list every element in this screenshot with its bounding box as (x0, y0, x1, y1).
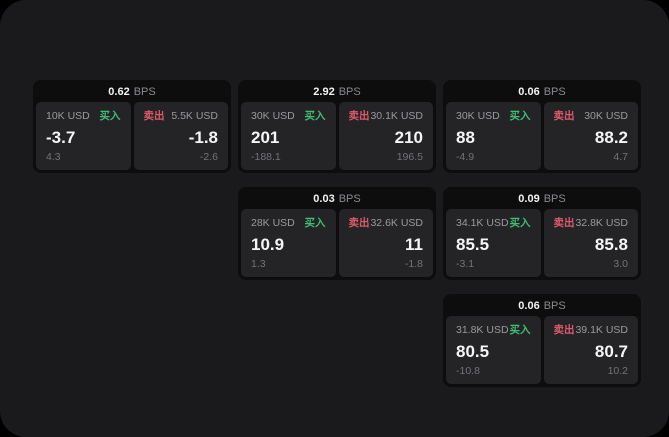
sell-sub-value: 196.5 (396, 151, 423, 163)
quote-panels: 10K USD 买入 -3.7 4.3 卖出 5.5K USD -1.8 -2.… (36, 102, 228, 170)
buy-sub-value: -4.9 (456, 151, 475, 163)
quote-card-grid: 0.62 BPS 10K USD 买入 -3.7 4.3 卖出 5.5K USD (33, 80, 641, 387)
buy-side-label: 买入 (509, 324, 531, 336)
sell-sub-value: 10.2 (607, 365, 628, 377)
bps-header: 2.92 BPS (241, 83, 433, 102)
buy-side-label: 买入 (304, 110, 326, 122)
sell-side-label: 卖出 (553, 110, 575, 122)
sell-panel[interactable]: 卖出 30.1K USD 210 196.5 (338, 102, 433, 170)
sell-sub-value: -1.8 (404, 258, 423, 270)
bps-value: 0.06 (518, 86, 540, 98)
sell-amount: 30.1K USD (370, 110, 423, 122)
sell-side-label: 卖出 (348, 217, 370, 229)
buy-panel[interactable]: 30K USD 买入 88 -4.9 (446, 102, 541, 170)
buy-panel[interactable]: 34.1K USD 买入 85.5 -3.1 (446, 209, 541, 277)
quote-card: 0.06 BPS 30K USD 买入 88 -4.9 卖出 30K USD (443, 80, 641, 173)
buy-side-label: 买入 (509, 110, 531, 122)
sell-sub-value: 3.0 (613, 258, 628, 270)
bps-header: 0.62 BPS (36, 83, 228, 102)
bps-header: 0.06 BPS (446, 83, 638, 102)
quote-panels: 34.1K USD 买入 85.5 -3.1 卖出 32.8K USD 85.8… (446, 209, 638, 277)
bps-unit: BPS (543, 193, 566, 205)
buy-value: 80.5 (456, 341, 490, 361)
bps-value: 0.62 (108, 86, 130, 98)
bps-value: 2.92 (313, 86, 335, 98)
quote-card: 2.92 BPS 30K USD 买入 201 -188.1 卖出 30.1K U… (238, 80, 436, 173)
buy-value: 10.9 (251, 234, 285, 254)
sell-value: 80.7 (594, 341, 628, 361)
bps-header: 0.09 BPS (446, 190, 638, 209)
sell-panel[interactable]: 卖出 30K USD 88.2 4.7 (543, 102, 638, 170)
buy-value: -3.7 (46, 127, 76, 147)
bps-unit: BPS (543, 300, 566, 312)
sell-amount: 30K USD (584, 110, 628, 122)
bps-value: 0.09 (518, 193, 540, 205)
bps-unit: BPS (133, 86, 156, 98)
sell-side-label: 卖出 (553, 217, 575, 229)
sell-amount: 32.8K USD (575, 217, 628, 229)
sell-amount: 5.5K USD (171, 110, 218, 122)
buy-amount: 30K USD (251, 110, 295, 122)
buy-amount: 30K USD (456, 110, 500, 122)
buy-amount: 10K USD (46, 110, 90, 122)
buy-sub-value: -188.1 (251, 151, 281, 163)
sell-value: 11 (405, 234, 423, 254)
bps-header: 0.03 BPS (241, 190, 433, 209)
buy-side-label: 买入 (509, 217, 531, 229)
buy-side-label: 买入 (304, 217, 326, 229)
sell-panel[interactable]: 卖出 32.6K USD 11 -1.8 (338, 209, 433, 277)
buy-sub-value: -3.1 (456, 258, 475, 270)
quote-panels: 28K USD 买入 10.9 1.3 卖出 32.6K USD 11 -1.8 (241, 209, 433, 277)
bps-value: 0.03 (313, 193, 335, 205)
sell-sub-value: -2.6 (199, 151, 218, 163)
buy-amount: 34.1K USD (456, 217, 509, 229)
sell-value: 210 (394, 127, 423, 147)
buy-sub-value: -10.8 (456, 365, 480, 377)
sell-amount: 32.6K USD (370, 217, 423, 229)
quote-panels: 30K USD 买入 201 -188.1 卖出 30.1K USD 210 1… (241, 102, 433, 170)
buy-panel[interactable]: 10K USD 买入 -3.7 4.3 (36, 102, 131, 170)
buy-side-label: 买入 (99, 110, 121, 122)
buy-sub-value: 1.3 (251, 258, 266, 270)
sell-side-label: 卖出 (348, 110, 370, 122)
sell-value: 85.8 (594, 234, 628, 254)
quote-card: 0.06 BPS 31.8K USD 买入 80.5 -10.8 卖出 39.1K… (443, 294, 641, 387)
quote-card: 0.62 BPS 10K USD 买入 -3.7 4.3 卖出 5.5K USD (33, 80, 231, 173)
buy-value: 88 (456, 127, 475, 147)
sell-side-label: 卖出 (143, 110, 165, 122)
sell-panel[interactable]: 卖出 5.5K USD -1.8 -2.6 (133, 102, 228, 170)
bps-unit: BPS (543, 86, 566, 98)
buy-sub-value: 4.3 (46, 151, 61, 163)
quote-card: 0.03 BPS 28K USD 买入 10.9 1.3 卖出 32.6K USD (238, 187, 436, 280)
sell-amount: 39.1K USD (575, 324, 628, 336)
sell-panel[interactable]: 卖出 32.8K USD 85.8 3.0 (543, 209, 638, 277)
buy-panel[interactable]: 30K USD 买入 201 -188.1 (241, 102, 336, 170)
quote-panels: 31.8K USD 买入 80.5 -10.8 卖出 39.1K USD 80.… (446, 316, 638, 384)
quote-panels: 30K USD 买入 88 -4.9 卖出 30K USD 88.2 4.7 (446, 102, 638, 170)
sell-side-label: 卖出 (553, 324, 575, 336)
sell-sub-value: 4.7 (613, 151, 628, 163)
sell-value: 88.2 (594, 127, 628, 147)
buy-value: 201 (251, 127, 280, 147)
buy-value: 85.5 (456, 234, 490, 254)
quote-card: 0.09 BPS 34.1K USD 买入 85.5 -3.1 卖出 32.8K … (443, 187, 641, 280)
bps-unit: BPS (338, 86, 361, 98)
sell-panel[interactable]: 卖出 39.1K USD 80.7 10.2 (543, 316, 638, 384)
bps-header: 0.06 BPS (446, 297, 638, 316)
buy-amount: 31.8K USD (456, 324, 509, 336)
buy-panel[interactable]: 28K USD 买入 10.9 1.3 (241, 209, 336, 277)
sell-value: -1.8 (188, 127, 218, 147)
buy-amount: 28K USD (251, 217, 295, 229)
bps-unit: BPS (338, 193, 361, 205)
buy-panel[interactable]: 31.8K USD 买入 80.5 -10.8 (446, 316, 541, 384)
bps-value: 0.06 (518, 300, 540, 312)
